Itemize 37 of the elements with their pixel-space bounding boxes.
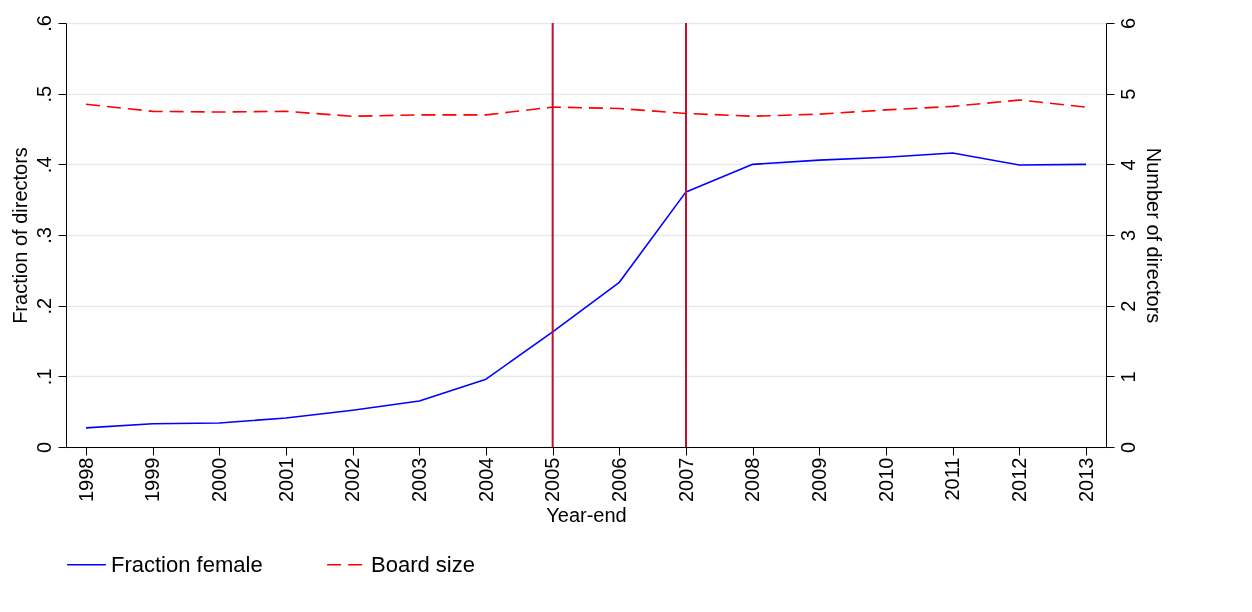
x-tick-label: 2009 (807, 457, 830, 502)
x-tick-label: 2002 (341, 457, 364, 502)
y2-tick-label: 6 (1116, 17, 1139, 30)
x-tick-label: 2012 (1007, 457, 1030, 502)
y-tick-label: .4 (32, 156, 55, 174)
x-tick-label: 2013 (1074, 457, 1097, 502)
y2-tick-label: 4 (1116, 159, 1139, 171)
y-tick-label: .3 (32, 227, 55, 244)
x-tick-label: 2001 (274, 457, 297, 502)
x-tick-label: 2006 (607, 457, 630, 502)
y-tick-label: .2 (32, 297, 55, 315)
x-axis-title: Year-end (546, 503, 627, 526)
x-tick-label: 2007 (674, 457, 697, 502)
line-series (85, 99, 1087, 118)
legend-label: Fraction female (111, 551, 263, 577)
x-tick-label: 2010 (874, 457, 897, 502)
x-tick-label: 1999 (141, 457, 164, 502)
y2-tick-label: 5 (1116, 88, 1139, 100)
y-tick-label: 0 (32, 441, 55, 454)
y-axis-title: Fraction of directors (8, 147, 31, 324)
y2-tick-label: 2 (1116, 300, 1139, 312)
x-tick-label: 2003 (407, 457, 430, 502)
x-tick-label: 2000 (207, 457, 230, 502)
y-tick-label: .5 (32, 85, 55, 103)
y2-tick-label: 1 (1116, 371, 1139, 383)
y-tick-label: .1 (32, 368, 55, 386)
legend-label: Board size (371, 551, 475, 577)
x-tick-label: 2008 (741, 457, 764, 502)
x-tick-label: 2004 (474, 457, 497, 502)
x-tick-label: 2011 (941, 457, 964, 501)
y2-tick-label: 3 (1116, 229, 1139, 242)
x-tick-label: 1998 (74, 457, 97, 502)
line-series (85, 152, 1087, 429)
y2-axis-title: Number of directors (1142, 147, 1165, 324)
y2-tick-label: 0 (1116, 441, 1139, 454)
x-tick-label: 2005 (541, 457, 564, 502)
y-tick-label: .6 (32, 15, 55, 32)
